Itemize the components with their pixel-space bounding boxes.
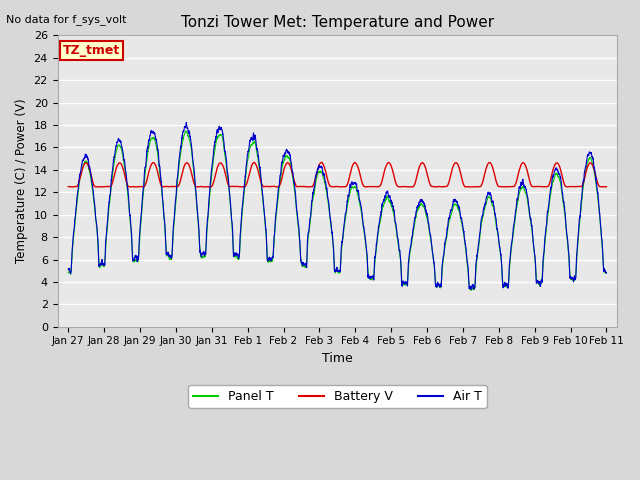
Battery V xyxy=(346,171,354,177)
Battery V xyxy=(318,159,326,165)
Air T xyxy=(603,270,611,276)
Air T xyxy=(410,219,418,225)
Panel T xyxy=(410,223,418,229)
Panel T xyxy=(603,270,611,276)
Line: Panel T: Panel T xyxy=(68,131,607,290)
Battery V xyxy=(408,184,415,190)
Panel T xyxy=(304,235,312,240)
Title: Tonzi Tower Met: Temperature and Power: Tonzi Tower Met: Temperature and Power xyxy=(180,15,494,30)
Battery V xyxy=(133,184,141,190)
Line: Battery V: Battery V xyxy=(68,162,607,187)
Panel T xyxy=(467,288,475,293)
Air T xyxy=(65,267,72,273)
Battery V xyxy=(304,184,312,190)
Panel T xyxy=(182,128,189,134)
Panel T xyxy=(346,189,354,195)
Panel T xyxy=(300,263,307,269)
Air T xyxy=(468,287,476,292)
Panel T xyxy=(65,270,72,276)
Battery V xyxy=(434,184,442,190)
Air T xyxy=(133,257,141,263)
Battery V xyxy=(603,184,611,190)
Line: Air T: Air T xyxy=(68,122,607,289)
Air T xyxy=(434,279,442,285)
Panel T xyxy=(133,258,141,264)
Battery V xyxy=(300,183,307,189)
Y-axis label: Temperature (C) / Power (V): Temperature (C) / Power (V) xyxy=(15,99,28,264)
Air T xyxy=(300,260,307,265)
Panel T xyxy=(434,282,442,288)
Legend: Panel T, Battery V, Air T: Panel T, Battery V, Air T xyxy=(188,385,486,408)
Battery V xyxy=(410,182,418,188)
Battery V xyxy=(65,184,72,190)
Text: TZ_tmet: TZ_tmet xyxy=(63,44,120,57)
X-axis label: Time: Time xyxy=(322,352,353,365)
Air T xyxy=(346,181,354,187)
Text: No data for f_sys_volt: No data for f_sys_volt xyxy=(6,14,127,25)
Air T xyxy=(304,230,312,236)
Air T xyxy=(182,120,190,125)
